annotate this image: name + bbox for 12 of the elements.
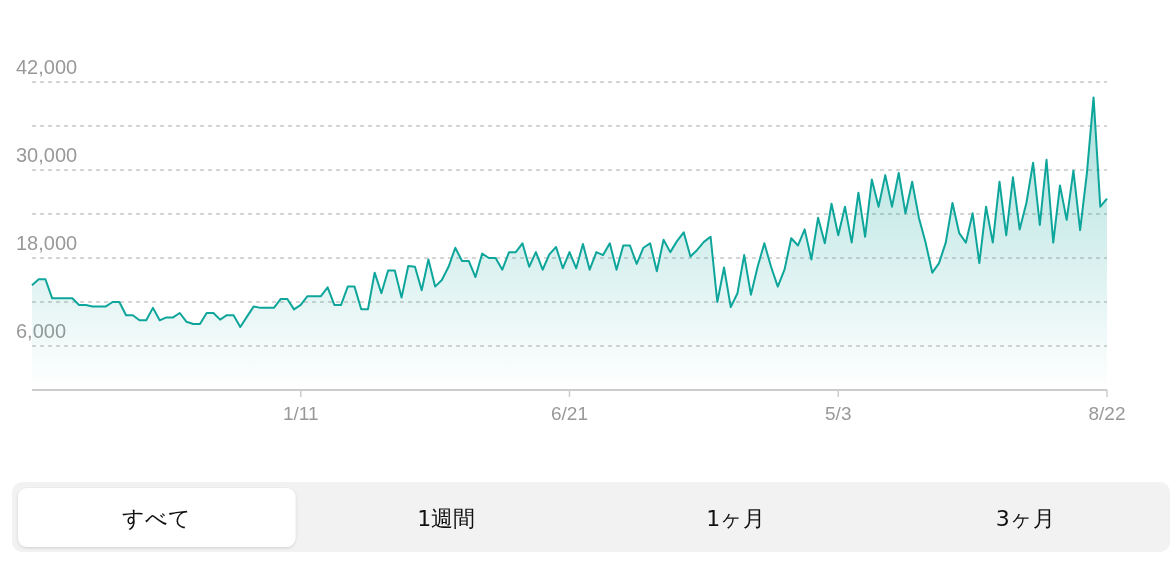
text: 1ヶ月 (706, 506, 766, 531)
x-tick-label: 1/11 (282, 403, 319, 424)
x-tick-label: 5/3 (825, 403, 852, 424)
x-tick-label: 8/22 (1088, 403, 1126, 424)
y-tick-label: 18,000 (16, 232, 78, 254)
y-tick-label: 6,000 (16, 320, 67, 342)
x-tick-label: 6/21 (551, 403, 588, 424)
text: すべて (122, 506, 192, 531)
text: 3ヶ月 (995, 506, 1055, 531)
y-tick-label: 30,000 (16, 144, 78, 166)
y-tick-label: 42,000 (16, 56, 78, 78)
text: 1週間 (417, 506, 476, 531)
